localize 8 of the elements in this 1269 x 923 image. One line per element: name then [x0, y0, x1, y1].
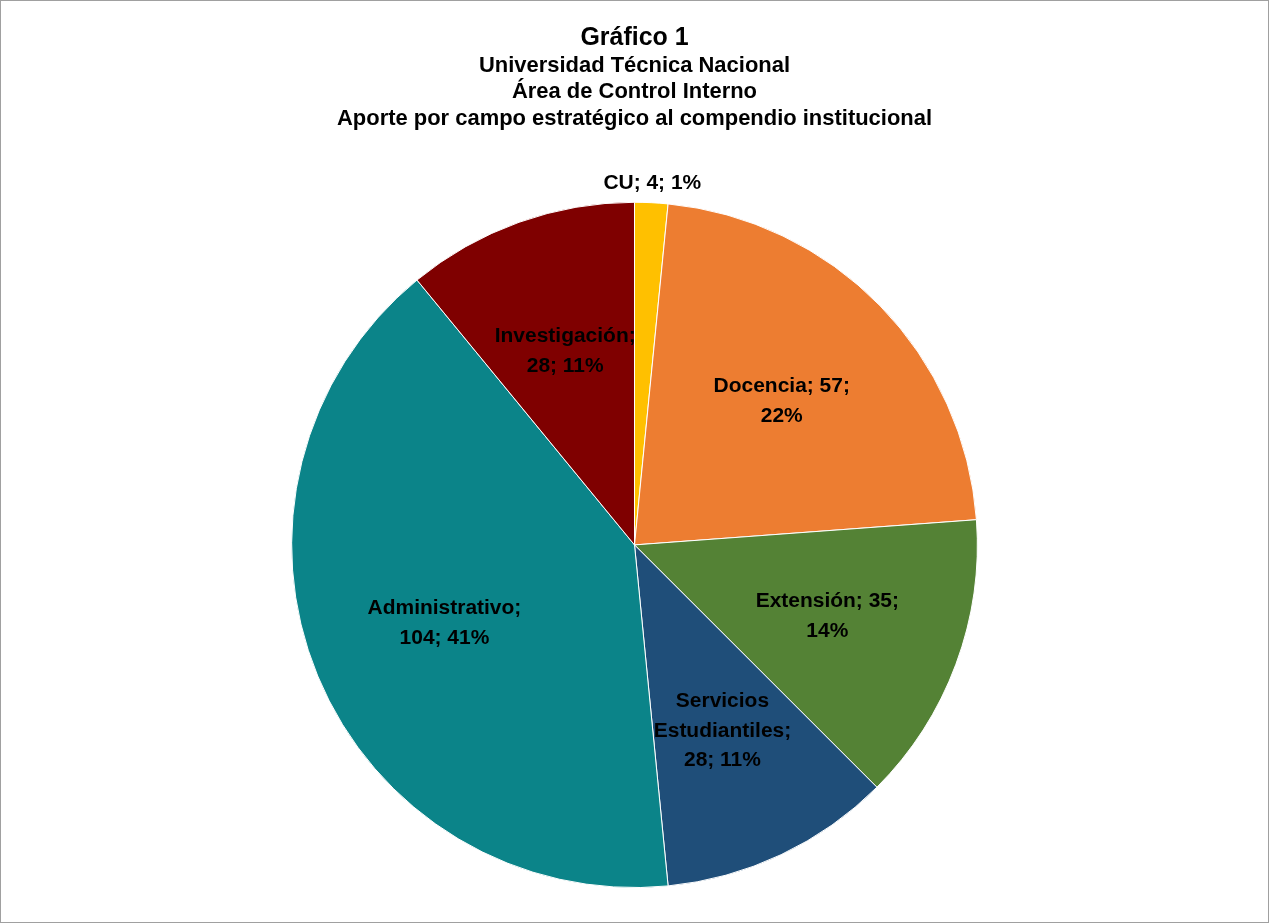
chart-title: Gráfico 1 — [580, 21, 689, 50]
chart-subtitle: Universidad Técnica Nacional Área de Control Interno Aporte por campo estratégico al compendio institucional — [336, 52, 933, 130]
slice-label: Servicios Estudiantiles; 28; 11% — [653, 687, 792, 771]
slice-label: Extensión; 35; 14% — [755, 588, 899, 642]
slice-label: Investigación; 28; 11% — [494, 323, 636, 377]
slice-label: Administrativo; 104; 41% — [367, 595, 522, 649]
slice-label: Docencia; 57; 22% — [713, 373, 850, 427]
slice-label: CU; 4; 1% — [603, 169, 702, 193]
